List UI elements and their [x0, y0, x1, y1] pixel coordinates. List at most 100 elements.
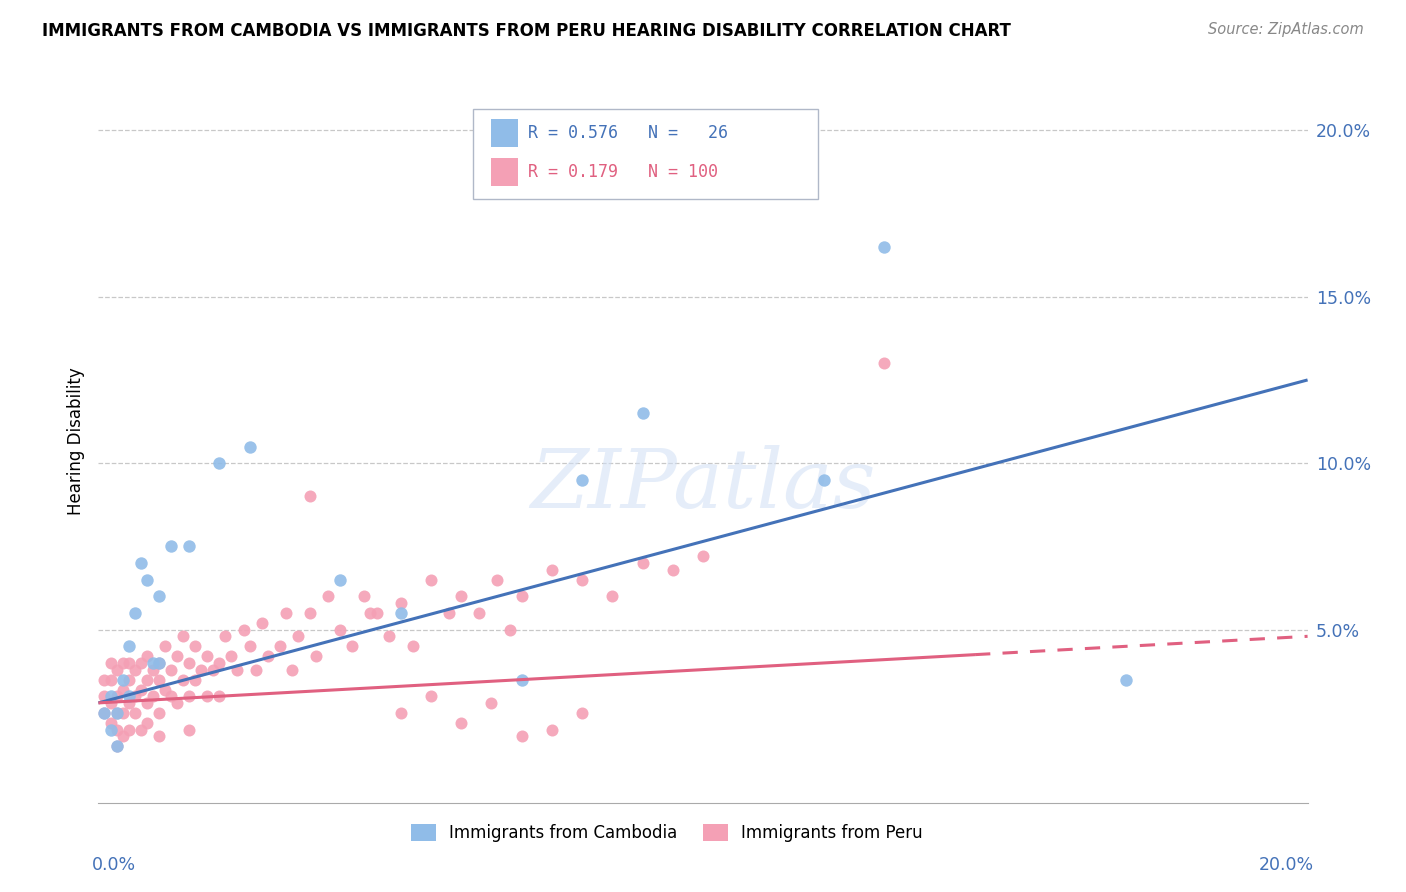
Point — [135, 673, 157, 687]
Bar — [492, 158, 517, 186]
Point — [190, 663, 212, 677]
Point — [118, 696, 141, 710]
Point — [498, 623, 520, 637]
Point — [540, 563, 562, 577]
Point — [135, 715, 157, 730]
Point — [111, 729, 134, 743]
Point — [135, 696, 157, 710]
Point — [540, 723, 562, 737]
Point — [274, 606, 297, 620]
Point — [142, 690, 165, 704]
Point — [118, 690, 141, 704]
Point — [450, 590, 472, 604]
Point — [226, 663, 249, 677]
Point — [148, 673, 170, 687]
Point — [510, 590, 533, 604]
Point — [571, 473, 593, 487]
Point — [179, 690, 201, 704]
Point — [100, 715, 122, 730]
Point — [316, 590, 339, 604]
Point — [124, 663, 146, 677]
Point — [360, 606, 382, 620]
Point — [342, 640, 364, 654]
Point — [571, 706, 593, 720]
Point — [105, 739, 128, 754]
Point — [450, 715, 472, 730]
Point — [239, 640, 262, 654]
Text: R = 0.576   N =   26: R = 0.576 N = 26 — [527, 124, 728, 142]
Point — [105, 663, 128, 677]
Point — [281, 663, 304, 677]
Point — [93, 706, 115, 720]
Text: ZIPatlas: ZIPatlas — [530, 445, 876, 524]
Point — [172, 629, 194, 643]
Point — [692, 549, 714, 564]
Point — [195, 690, 218, 704]
Point — [420, 573, 443, 587]
Y-axis label: Hearing Disability: Hearing Disability — [66, 368, 84, 516]
Point — [148, 729, 170, 743]
Point — [299, 490, 322, 504]
Point — [437, 606, 460, 620]
Point — [153, 682, 176, 697]
Point — [305, 649, 328, 664]
Point — [631, 556, 654, 570]
Point — [571, 573, 593, 587]
Point — [100, 723, 122, 737]
Point — [105, 739, 128, 754]
Point — [353, 590, 375, 604]
Point — [366, 606, 388, 620]
Point — [118, 673, 141, 687]
Point — [208, 456, 231, 470]
Point — [420, 690, 443, 704]
Point — [510, 673, 533, 687]
Point — [135, 573, 157, 587]
Point — [111, 673, 134, 687]
Point — [166, 649, 188, 664]
Point — [142, 663, 165, 677]
Bar — [492, 119, 517, 147]
Point — [299, 606, 322, 620]
Point — [105, 706, 128, 720]
Point — [389, 596, 412, 610]
Point — [208, 656, 231, 670]
Point — [100, 673, 122, 687]
Point — [124, 606, 146, 620]
Point — [179, 723, 201, 737]
Point — [402, 640, 425, 654]
Point — [105, 706, 128, 720]
Text: IMMIGRANTS FROM CAMBODIA VS IMMIGRANTS FROM PERU HEARING DISABILITY CORRELATION : IMMIGRANTS FROM CAMBODIA VS IMMIGRANTS F… — [42, 22, 1011, 40]
Point — [250, 615, 273, 630]
Point — [100, 656, 122, 670]
Point — [166, 696, 188, 710]
Point — [148, 656, 170, 670]
Point — [184, 640, 207, 654]
Point — [256, 649, 278, 664]
Point — [118, 640, 141, 654]
Point — [148, 590, 170, 604]
Point — [129, 682, 152, 697]
Point — [377, 629, 399, 643]
Point — [100, 690, 122, 704]
Point — [179, 656, 201, 670]
Point — [661, 563, 683, 577]
Point — [389, 606, 412, 620]
Point — [510, 729, 533, 743]
Point — [631, 406, 654, 420]
Point — [105, 690, 128, 704]
Point — [160, 540, 183, 554]
Point — [93, 673, 115, 687]
Point — [602, 590, 624, 604]
Point — [214, 629, 236, 643]
Point — [329, 623, 352, 637]
Point — [148, 706, 170, 720]
Point — [111, 706, 134, 720]
Point — [124, 706, 146, 720]
Point — [329, 573, 352, 587]
FancyBboxPatch shape — [474, 109, 818, 200]
Text: Source: ZipAtlas.com: Source: ZipAtlas.com — [1208, 22, 1364, 37]
Point — [232, 623, 254, 637]
Point — [129, 556, 152, 570]
Point — [129, 723, 152, 737]
Text: 0.0%: 0.0% — [93, 856, 136, 874]
